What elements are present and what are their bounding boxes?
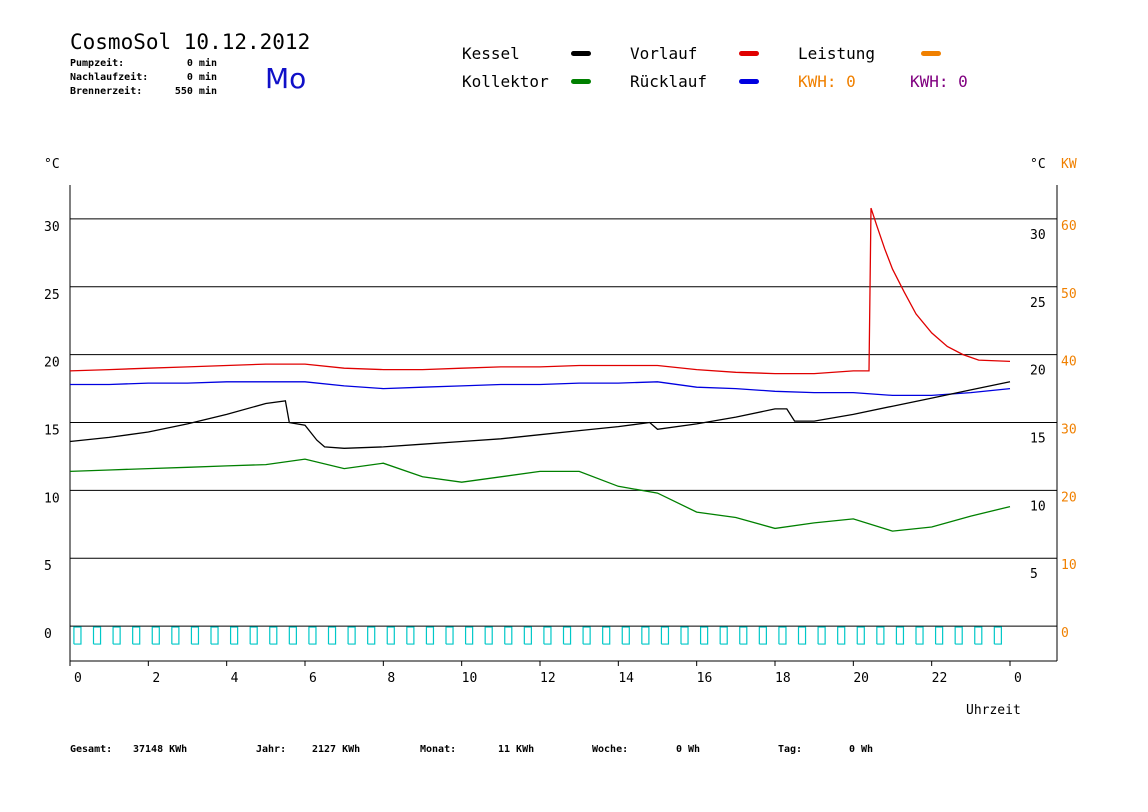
legend-vorlauf-swatch xyxy=(739,51,759,56)
y-tick-left-25: 25 xyxy=(44,288,60,303)
x-tick-label-5: 10 xyxy=(462,671,478,686)
x-tick-label-3: 6 xyxy=(309,671,317,686)
legend-leistung-swatch xyxy=(921,51,941,56)
footer-tag-label: Tag: xyxy=(778,744,803,755)
footer-monat-label: Monat: xyxy=(420,744,457,755)
x-tick-label-4: 8 xyxy=(387,671,395,686)
info-brennerzeit-label: Brennerzeit: xyxy=(70,86,143,97)
y-tick-left-30: 30 xyxy=(44,220,60,235)
x-tick-label-11: 22 xyxy=(932,671,948,686)
y-tick-right-30: 30 xyxy=(1030,228,1046,243)
info-brennerzeit-value: 550 min xyxy=(174,86,217,97)
footer-woche-value: 0 Wh xyxy=(676,744,701,755)
legend-leistung-label: Leistung xyxy=(798,44,876,63)
y-tick-right-15: 15 xyxy=(1030,432,1046,447)
y-tick-right-5: 5 xyxy=(1030,567,1038,582)
footer-jahr-label: Jahr: xyxy=(256,744,287,755)
x-tick-label-0: 0 xyxy=(74,671,82,686)
info-nachlaufzeit-label: Nachlaufzeit: xyxy=(70,72,149,83)
x-tick-label-8: 16 xyxy=(697,671,713,686)
legend-kollektor-label: Kollektor xyxy=(462,72,549,91)
footer-tag-value: 0 Wh xyxy=(849,744,874,755)
series-line-kollektor xyxy=(69,458,1011,532)
legend-kwh-purple: KWH: 0 xyxy=(910,72,968,91)
y-axis-left-ticks: 0 5 10 15 20 25 30 xyxy=(44,220,60,642)
footer-monat-value: 11 KWh xyxy=(498,744,535,755)
y-tick-left-10: 10 xyxy=(44,491,60,506)
chart-title: CosmoSol 10.12.2012 xyxy=(70,30,311,54)
x-tick-label-12: 0 xyxy=(1014,671,1022,686)
footer-gesamt-value: 37148 KWh xyxy=(133,744,188,755)
y-tick-right-20: 20 xyxy=(1030,364,1046,379)
grid-lines xyxy=(70,218,1057,627)
series-line-kessel xyxy=(69,381,1011,449)
legend-kollektor-swatch xyxy=(571,79,591,84)
series-line-rcklauf xyxy=(70,381,1011,397)
y-axis-kw-unit: KW xyxy=(1061,157,1077,172)
info-pumpzeit-label: Pumpzeit: xyxy=(70,58,125,69)
kw-tick-60: 60 xyxy=(1061,219,1077,234)
legend-kessel-label: Kessel xyxy=(462,44,520,63)
legend-kessel-swatch xyxy=(571,51,591,56)
kw-tick-50: 50 xyxy=(1061,287,1077,302)
info-pumpzeit-value: 0 min xyxy=(186,58,217,69)
legend-ruecklauf-swatch xyxy=(739,79,759,84)
y-tick-right-25: 25 xyxy=(1030,296,1046,311)
x-tick-label-6: 12 xyxy=(540,671,556,686)
kw-tick-40: 40 xyxy=(1061,355,1077,370)
legend-kwh-orange: KWH: 0 xyxy=(798,72,856,91)
pump-pulse-path xyxy=(73,626,1002,645)
y-tick-right-10: 10 xyxy=(1030,499,1046,514)
x-tick-label-9: 18 xyxy=(775,671,791,686)
kw-tick-20: 20 xyxy=(1061,490,1077,505)
y-axis-right-ticks: 5 10 15 20 25 30 xyxy=(1030,228,1046,582)
y-axis-kw-ticks: 0 10 20 30 40 50 60 xyxy=(1061,219,1077,641)
axis-frame xyxy=(69,185,1058,662)
legend-ruecklauf-label: Rücklauf xyxy=(630,72,708,91)
x-axis-label: Uhrzeit xyxy=(966,703,1021,718)
footer-jahr-value: 2127 KWh xyxy=(312,744,361,755)
y-tick-left-5: 5 xyxy=(44,559,52,574)
kw-tick-0: 0 xyxy=(1061,626,1069,641)
y-axis-left-unit: °C xyxy=(44,157,60,172)
weekday-label: Mo xyxy=(265,62,307,95)
legend-vorlauf-label: Vorlauf xyxy=(630,44,698,63)
footer-woche-label: Woche: xyxy=(592,744,629,755)
kw-tick-10: 10 xyxy=(1061,558,1077,573)
y-axis-right-unit: °C xyxy=(1030,157,1046,172)
y-tick-left-15: 15 xyxy=(44,424,60,439)
kw-tick-30: 30 xyxy=(1061,423,1077,438)
info-nachlaufzeit-value: 0 min xyxy=(186,72,217,83)
series-lines xyxy=(69,207,1011,532)
footer-gesamt-label: Gesamt: xyxy=(70,744,113,755)
y-tick-left-20: 20 xyxy=(44,356,60,371)
x-tick-label-10: 20 xyxy=(853,671,869,686)
x-axis-ticks: 0 2 4 6 8 10 12 14 16 18 20 22 0 xyxy=(69,661,1022,686)
x-tick-label-2: 4 xyxy=(231,671,239,686)
y-tick-left-0: 0 xyxy=(44,627,52,642)
x-tick-label-7: 14 xyxy=(618,671,634,686)
pump-pulse-trace xyxy=(73,626,1002,645)
x-tick-label-1: 2 xyxy=(152,671,160,686)
series-line-vorlauf xyxy=(69,207,1011,375)
